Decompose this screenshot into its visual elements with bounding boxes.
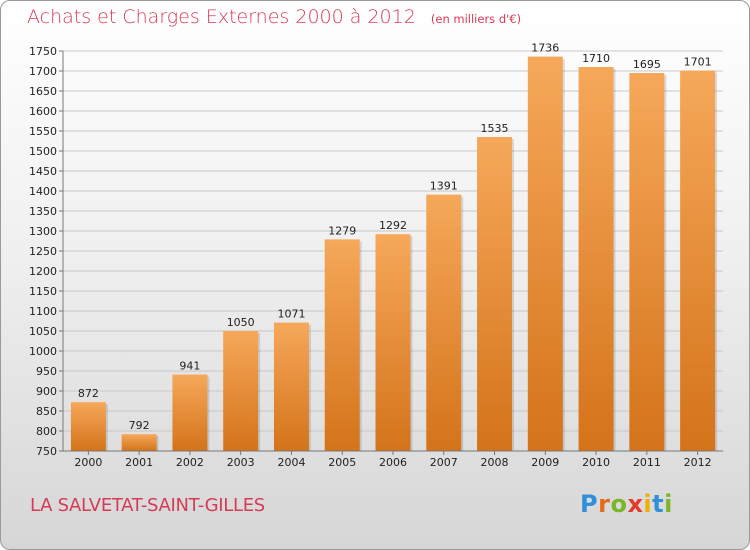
y-tick-label: 1300 [29, 225, 57, 238]
y-tick-label: 1200 [29, 265, 57, 278]
bar-value-label: 1710 [582, 52, 610, 65]
y-tick-label: 1750 [29, 45, 57, 58]
bar [172, 374, 208, 451]
axes [59, 50, 723, 455]
x-tick-label: 2004 [277, 456, 305, 469]
bar-value-label: 872 [78, 387, 99, 400]
x-tick-label: 2003 [227, 456, 255, 469]
bar-value-label: 1736 [531, 42, 559, 55]
bar [527, 56, 563, 451]
y-tick-label: 1500 [29, 145, 57, 158]
unit-note: (en milliers d'€) [430, 12, 522, 26]
y-tick-label: 1250 [29, 245, 57, 258]
logo-letter: t [652, 490, 665, 518]
bar-value-label: 1695 [633, 58, 661, 71]
y-tick-label: 850 [36, 405, 57, 418]
bar-value-label: 1050 [227, 316, 255, 329]
y-tick-label: 1650 [29, 85, 57, 98]
y-tick-label: 900 [36, 385, 57, 398]
x-tick-label: 2012 [684, 456, 712, 469]
commune-name: LA SALVETAT-SAINT-GILLES [30, 495, 265, 516]
bar [121, 434, 157, 451]
y-tick-label: 950 [36, 365, 57, 378]
bar-value-label: 1279 [328, 224, 356, 237]
bar-value-label: 1071 [277, 308, 305, 321]
bar [426, 194, 462, 451]
x-tick-label: 2011 [633, 456, 661, 469]
x-tick-label: 2010 [582, 456, 610, 469]
bar [223, 331, 259, 451]
x-tick-label: 2001 [125, 456, 153, 469]
y-tick-label: 1100 [29, 305, 57, 318]
chart-title-text: Achats et Charges Externes 2000 à 2012 [27, 6, 416, 28]
y-tick-label: 800 [36, 425, 57, 438]
y-tick-label: 750 [36, 445, 57, 458]
x-tick-label: 2007 [430, 456, 458, 469]
y-tick-label: 1450 [29, 165, 57, 178]
bar [578, 67, 614, 451]
labels: 750 800 850 900 950 1000 1050 1100 1150 1200 1250 1… [29, 42, 712, 469]
x-tick-label: 2009 [531, 456, 559, 469]
y-tick-label: 1700 [29, 65, 57, 78]
x-tick-label: 2000 [74, 456, 102, 469]
y-tick-label: 1550 [29, 125, 57, 138]
y-tick-label: 1400 [29, 185, 57, 198]
y-tick-label: 1350 [29, 205, 57, 218]
y-tick-label: 1050 [29, 325, 57, 338]
bar-value-label: 1391 [430, 180, 458, 193]
bar [680, 70, 716, 451]
bar [273, 322, 309, 451]
logo-letter: i [643, 490, 653, 518]
x-tick-label: 2005 [328, 456, 356, 469]
bar [324, 239, 360, 451]
logo-letter: i [664, 490, 673, 518]
bar [477, 137, 513, 451]
logo-letter: x [627, 490, 644, 518]
bar-value-label: 792 [129, 419, 150, 432]
bar [375, 234, 411, 451]
logo-letter: o [610, 490, 628, 518]
y-tick-label: 1150 [29, 285, 57, 298]
logo-letter: r [598, 490, 611, 518]
bar [629, 73, 665, 451]
bar [70, 402, 106, 451]
x-tick-label: 2002 [176, 456, 204, 469]
x-tick-label: 2006 [379, 456, 407, 469]
proxiti-logo[interactable]: Proxiti [580, 490, 673, 518]
bar-value-label: 1701 [684, 56, 712, 69]
y-tick-label: 1600 [29, 105, 57, 118]
y-tick-label: 1000 [29, 345, 57, 358]
logo-letter: P [580, 490, 599, 518]
bars [70, 56, 718, 451]
x-tick-label: 2008 [481, 456, 509, 469]
bar-value-label: 1535 [481, 122, 509, 135]
chart-title: Achats et Charges Externes 2000 à 2012 (… [27, 6, 521, 28]
bar-value-label: 941 [179, 360, 200, 373]
bar-value-label: 1292 [379, 219, 407, 232]
